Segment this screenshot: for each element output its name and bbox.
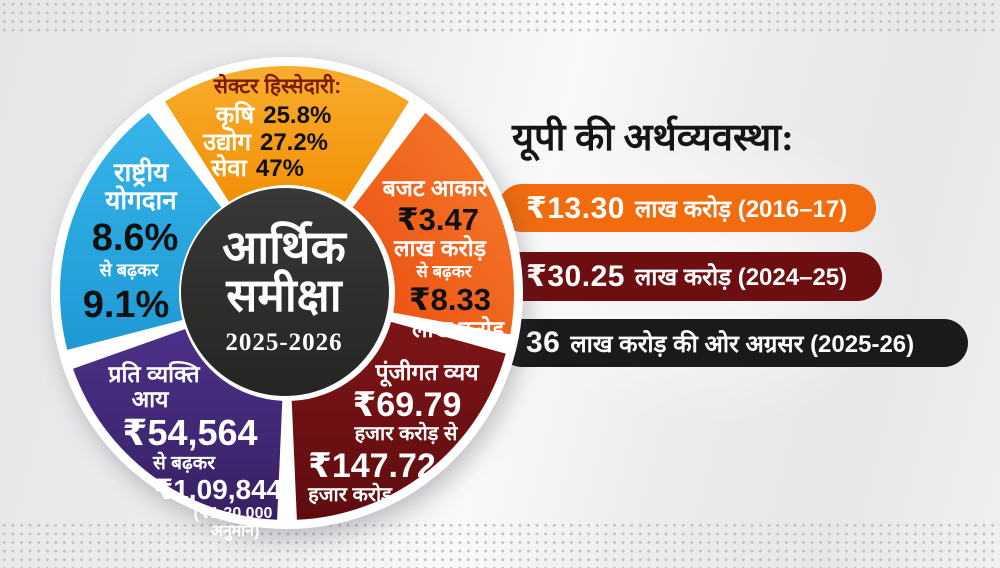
- budget-size-text: बजट आकार ₹3.47 लाख करोड़ से बढ़कर ₹8.33 …: [382, 175, 505, 342]
- sector-row-industry: उद्योग 27.2%: [202, 128, 329, 156]
- wheel-svg: [51, 57, 523, 529]
- stat-label: लाख करोड़ (2016–17): [634, 195, 848, 223]
- halftone-dots-bottom: [0, 521, 1000, 568]
- wheel-center-circle: [181, 188, 389, 396]
- segment-budget-size: [352, 112, 515, 335]
- stat-pill-2024-25: ₹30.25 लाख करोड़ (2024–25): [498, 252, 882, 301]
- center-title-line2: समीक्षा: [226, 270, 342, 322]
- stat-pill-2016-17: ₹13.30 लाख करोड़ (2016–17): [498, 184, 876, 232]
- segment-capital-expenditure: [291, 321, 506, 520]
- halftone-dots-top: [0, 0, 1000, 37]
- center-year: 2025-2026: [225, 328, 343, 356]
- segment-national-contribution: [59, 112, 222, 350]
- capital-expenditure-text: पूंजीगत व्यय ₹69.79 हजार करोड़ से ₹147.7…: [308, 359, 479, 506]
- stat-value: 36: [526, 326, 561, 359]
- sector-share-text: सेक्टर हिस्सेदारी: कृषि 25.8% उद्योग 27.2%…: [165, 75, 390, 182]
- stat-label: लाख करोड़ की ओर अग्रसर (2025-26): [570, 330, 915, 358]
- economic-review-wheel: [41, 47, 533, 539]
- per-capita-income-text: प्रति व्यक्ति आय ₹54,564 से बढ़कर ₹1,09,…: [108, 361, 283, 540]
- stat-pill-2025-26: 36 लाख करोड़ की ओर अग्रसर (2025-26): [498, 319, 968, 367]
- stat-value: ₹13.30: [526, 191, 625, 225]
- segment-per-capita-income: [73, 329, 283, 520]
- stat-label: लाख करोड़ (2024–25): [634, 264, 848, 291]
- segment-sector-share: [165, 65, 409, 202]
- sector-share-title: सेक्टर हिस्सेदारी:: [213, 75, 342, 98]
- sector-row-services: सेवा 47%: [211, 155, 304, 183]
- panel-title: यूपी की अर्थव्यवस्था:: [512, 117, 794, 159]
- sector-row-agriculture: कृषि 25.8%: [215, 101, 332, 129]
- center-title-line1: आर्थिक: [222, 222, 346, 273]
- national-contribution-text: राष्ट्रीय योगदान 8.6% से बढ़कर 9.1%: [82, 157, 179, 326]
- stat-value: ₹30.25: [526, 260, 625, 293]
- wheel-center-text: आर्थिक समीक्षा 2025-2026: [184, 222, 384, 356]
